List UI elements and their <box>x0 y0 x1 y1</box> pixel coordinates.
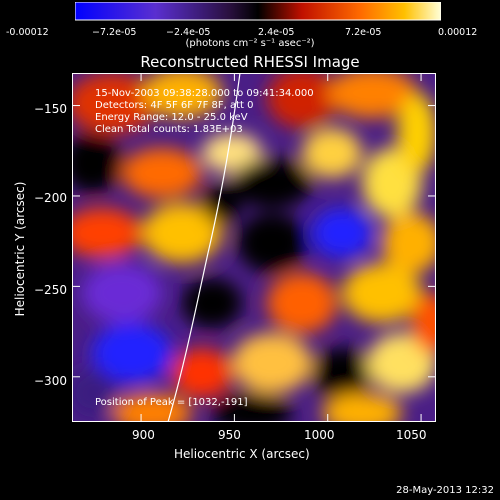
x-tick-label: 1000 <box>304 428 335 442</box>
intensity-blob <box>92 323 172 383</box>
colorbar-tick-label: 0.00012 <box>438 27 478 38</box>
intensity-blob <box>112 393 192 422</box>
colorbar-tick-label: 2.4e-05 <box>258 27 295 38</box>
intensity-blob <box>327 73 417 118</box>
intensity-blob <box>182 278 242 328</box>
intensity-blob <box>267 273 337 333</box>
intensity-blob <box>72 208 142 258</box>
intensity-blob <box>72 133 122 193</box>
info-detectors: Detectors: 4F 5F 6F 7F 8F, att 0 <box>95 100 254 111</box>
intensity-blob <box>382 213 436 273</box>
x-tick-label: 900 <box>132 428 155 442</box>
info-clean-counts: Clean Total counts: 1.83E+03 <box>95 124 243 135</box>
intensity-blob <box>237 213 307 273</box>
intensity-blob <box>412 293 436 353</box>
intensity-blob <box>142 73 222 118</box>
colorbar <box>75 2 441 21</box>
y-tick-label: −300 <box>34 374 67 388</box>
rhessi-image <box>72 73 436 422</box>
colorbar-tick-label: -0.00012 <box>6 27 49 38</box>
y-tick-label: −150 <box>34 102 67 116</box>
intensity-blob <box>302 128 362 178</box>
y-tick-label: −200 <box>34 191 67 205</box>
intensity-blob <box>312 348 372 398</box>
intensity-blob <box>72 73 157 133</box>
x-axis-title: Heliocentric X (arcsec) <box>174 447 310 461</box>
intensity-blob <box>232 333 312 393</box>
x-tick-label: 1050 <box>396 428 427 442</box>
y-tick-label: −250 <box>34 283 67 297</box>
intensity-blob <box>72 368 117 418</box>
intensity-blob <box>342 263 422 323</box>
colorbar-tick-label: 7.2e-05 <box>345 27 382 38</box>
timestamp: 28-May-2013 12:32 <box>396 485 494 496</box>
y-axis-title: Heliocentric Y (arcsec) <box>13 181 27 317</box>
info-time-range: 15-Nov-2003 09:38:28.000 to 09:41:34.000 <box>95 88 314 99</box>
intensity-blob <box>82 263 162 323</box>
info-energy-range: Energy Range: 12.0 - 25.0 keV <box>95 112 248 123</box>
info-peak-position: Position of Peak = [1032,-191] <box>95 397 248 408</box>
intensity-blob <box>172 348 232 398</box>
intensity-blob <box>122 148 202 198</box>
colorbar-units: (photons cm⁻² s⁻¹ asec⁻²) <box>185 38 315 49</box>
intensity-blob <box>142 203 222 263</box>
colorbar-tick-label: −7.2e-05 <box>92 27 137 38</box>
intensity-blob <box>322 393 402 422</box>
intensity-blob <box>202 133 262 173</box>
intensity-blob <box>367 333 436 393</box>
x-tick-label: 950 <box>218 428 241 442</box>
intensity-blob <box>202 183 242 223</box>
colorbar-tick-label: −2.4e-05 <box>166 27 211 38</box>
solar-limb-line <box>167 73 241 422</box>
intensity-blob <box>232 158 312 208</box>
intensity-blob <box>212 393 292 422</box>
plot-title: Reconstructed RHESSI Image <box>140 53 360 71</box>
intensity-blob <box>312 208 372 258</box>
intensity-blob <box>267 73 337 128</box>
intensity-blob <box>397 93 436 173</box>
